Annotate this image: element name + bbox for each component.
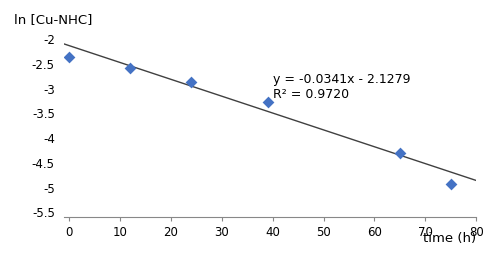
Point [65, 54, 73, 59]
Point [396, 151, 404, 155]
Text: y = -0.0341x - 2.1279: y = -0.0341x - 2.1279 [273, 73, 410, 86]
Point [447, 182, 455, 186]
Point [264, 100, 272, 104]
Point [126, 66, 134, 70]
Text: ln [Cu-NHC]: ln [Cu-NHC] [14, 13, 93, 26]
Text: R² = 0.9720: R² = 0.9720 [273, 88, 349, 101]
Point [187, 80, 195, 84]
Text: time (h): time (h) [423, 232, 476, 245]
